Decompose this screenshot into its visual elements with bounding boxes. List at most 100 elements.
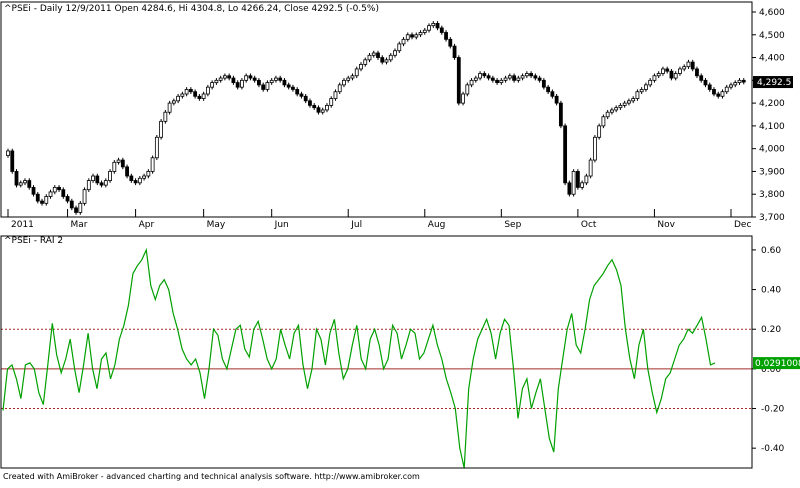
candle-body	[537, 77, 542, 81]
candle-body	[146, 171, 151, 177]
candle-body	[261, 84, 266, 90]
candle-body	[554, 95, 559, 104]
candle-body	[137, 177, 142, 184]
price-ytick-label: 4,400	[759, 54, 785, 64]
candle-body	[74, 207, 78, 213]
candle-body	[163, 111, 168, 122]
candle-body	[512, 75, 516, 81]
candle-body	[529, 73, 534, 77]
candle-body	[57, 186, 61, 191]
candle-body	[648, 79, 653, 86]
candle-body	[448, 38, 453, 47]
candle-body	[154, 136, 159, 159]
candle-body	[405, 34, 410, 40]
candle-body	[342, 79, 346, 86]
candle-body	[703, 79, 708, 86]
candle-body	[546, 86, 551, 93]
candle-body	[201, 93, 206, 99]
candle-body	[397, 43, 402, 52]
candle-body	[673, 73, 678, 79]
osc-ytick-label: 0.40	[761, 286, 781, 296]
candle-body	[184, 89, 189, 95]
candle-body	[35, 193, 40, 202]
candle-body	[469, 79, 474, 86]
candle-body	[108, 171, 112, 181]
candle-body	[490, 77, 495, 81]
candle-body	[597, 125, 602, 138]
candle-body	[95, 175, 100, 184]
candle-body	[575, 171, 580, 188]
candle-body	[729, 84, 733, 88]
candle-body	[312, 104, 317, 109]
candle-body	[427, 25, 431, 31]
candle-body	[133, 180, 138, 184]
candle-body	[205, 86, 210, 95]
candle-body	[159, 120, 164, 138]
candle-body	[567, 182, 572, 195]
last-osc-badge	[753, 357, 800, 370]
candle-body	[482, 73, 487, 77]
candle-body	[639, 89, 644, 93]
candle-body	[669, 70, 674, 79]
candle-body	[431, 22, 436, 27]
candle-body	[371, 52, 376, 56]
candle-body	[308, 100, 312, 106]
candle-body	[503, 77, 508, 81]
candle-body	[359, 63, 363, 70]
osc-ytick-label: 0.60	[761, 246, 781, 256]
candle-body	[6, 150, 10, 156]
candle-body	[295, 89, 300, 95]
candle-body	[618, 104, 623, 109]
candle-body	[176, 95, 181, 102]
candle-body	[563, 125, 568, 184]
candle-body	[592, 136, 597, 161]
candle-body	[524, 73, 529, 77]
candle-body	[116, 159, 121, 163]
month-label: Sep	[504, 220, 521, 230]
candle-body	[741, 79, 746, 83]
candle-body	[252, 77, 257, 81]
candle-body	[112, 161, 117, 172]
candle-body	[78, 202, 83, 213]
candle-body	[274, 77, 278, 81]
osc-ytick-label: 0.20	[761, 325, 781, 335]
candle-body	[103, 180, 108, 186]
candle-body	[329, 98, 334, 106]
price-ytick-label: 4,000	[759, 145, 785, 155]
candle-body	[465, 84, 470, 95]
candle-body	[350, 75, 355, 79]
month-label: Oct	[581, 220, 597, 230]
candle-body	[291, 86, 295, 90]
candle-body	[65, 196, 70, 202]
month-label: Mar	[71, 220, 88, 230]
osc-ytick-label: -0.20	[761, 405, 785, 415]
candle-body	[231, 77, 236, 84]
month-label: 2011	[11, 220, 34, 230]
candle-body	[495, 79, 499, 84]
price-ytick-label: 3,900	[759, 167, 785, 177]
candle-body	[120, 159, 125, 168]
candle-body	[188, 89, 193, 93]
candle-body	[661, 68, 665, 74]
candle-body	[690, 61, 695, 70]
candle-body	[644, 84, 648, 90]
candle-body	[584, 175, 589, 184]
candle-body	[14, 171, 19, 186]
candle-body	[363, 59, 368, 65]
candle-body	[269, 79, 274, 84]
price-ytick-label: 3,700	[759, 213, 785, 223]
osc-ytick-label: 0.00	[761, 365, 781, 375]
candle-body	[737, 79, 742, 84]
candle-body	[150, 157, 155, 172]
candle-body	[622, 102, 627, 106]
candle-body	[218, 77, 223, 81]
candle-body	[31, 186, 36, 195]
candle-body	[627, 100, 631, 104]
candle-body	[346, 77, 351, 81]
oscillator-panel-frame	[0, 235, 753, 469]
candle-body	[712, 89, 716, 95]
candle-body	[516, 77, 521, 81]
price-chart-title: ^PSEi - Daily 12/9/2011 Open 4284.6, Hi …	[4, 4, 379, 14]
